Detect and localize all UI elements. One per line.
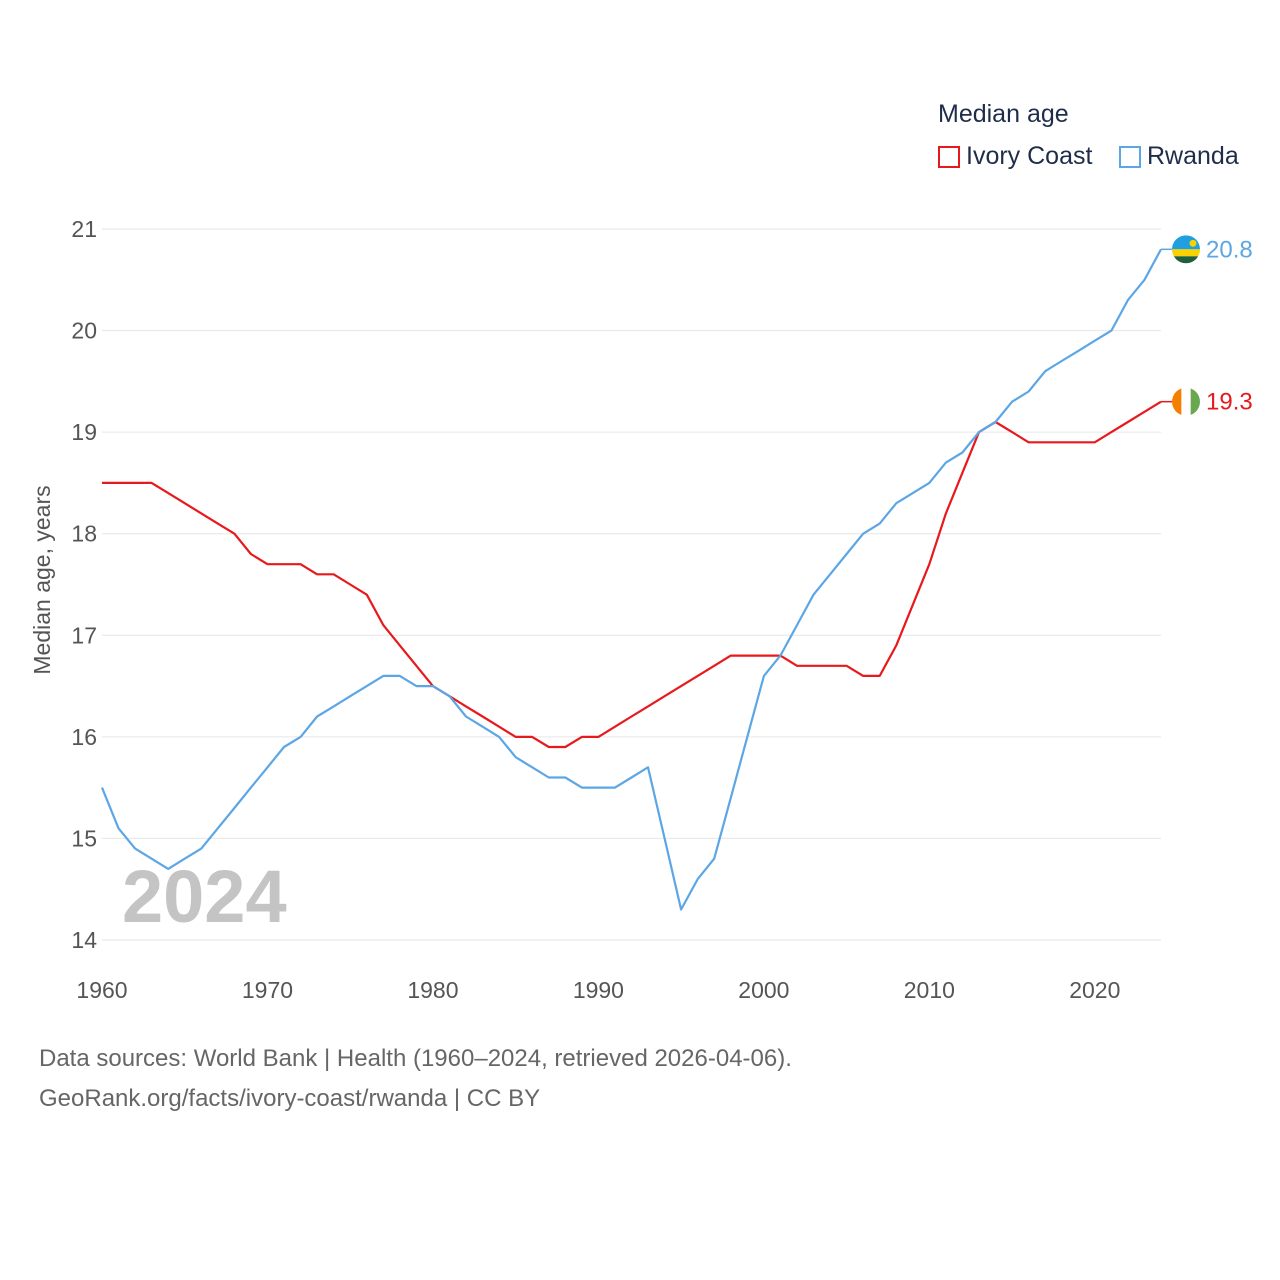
footer-sources: Data sources: World Bank | Health (1960–…	[39, 1045, 792, 1072]
x-tick-label: 1980	[407, 977, 458, 1003]
x-tick-label: 1990	[573, 977, 624, 1003]
legend-item-rwanda[interactable]: Rwanda	[1119, 142, 1239, 171]
legend-swatch-rwanda	[1119, 145, 1141, 168]
legend-label-rwanda: Rwanda	[1147, 142, 1239, 170]
ivory-coast-flag-icon	[1172, 387, 1200, 416]
legend-title: Median age	[938, 100, 1069, 128]
y-tick-label: 19	[71, 419, 97, 445]
legend-item-ivory-coast[interactable]: Ivory Coast	[938, 142, 1092, 171]
end-value-label-ivory-coast: 19.3	[1206, 389, 1253, 416]
legend-swatch-ivory-coast	[938, 145, 960, 168]
y-tick-label: 21	[71, 216, 97, 242]
legend-label-ivory-coast: Ivory Coast	[966, 142, 1093, 170]
series-line-rwanda	[100, 248, 1162, 911]
series-line-ivory-coast	[102, 400, 1162, 749]
year-overlay: 2024	[122, 855, 287, 938]
y-tick-label: 18	[71, 521, 97, 547]
x-tick-label: 1960	[76, 977, 127, 1003]
y-tick-label: 16	[71, 724, 97, 750]
footer-attribution[interactable]: GeoRank.org/facts/ivory-coast/rwanda | C…	[39, 1085, 541, 1112]
y-tick-label: 20	[71, 318, 97, 344]
rwanda-flag-icon	[1172, 235, 1200, 264]
x-tick-label: 2010	[904, 977, 955, 1003]
x-tick-label: 2000	[738, 977, 789, 1003]
y-tick-label: 17	[71, 622, 97, 648]
y-tick-label: 14	[71, 927, 97, 953]
y-axis-label: Median age, years	[29, 485, 55, 674]
end-value-label-rwanda: 20.8	[1206, 236, 1253, 263]
x-tick-label: 2020	[1069, 977, 1120, 1003]
y-tick-label: 15	[71, 825, 97, 851]
x-tick-label: 1970	[242, 977, 293, 1003]
